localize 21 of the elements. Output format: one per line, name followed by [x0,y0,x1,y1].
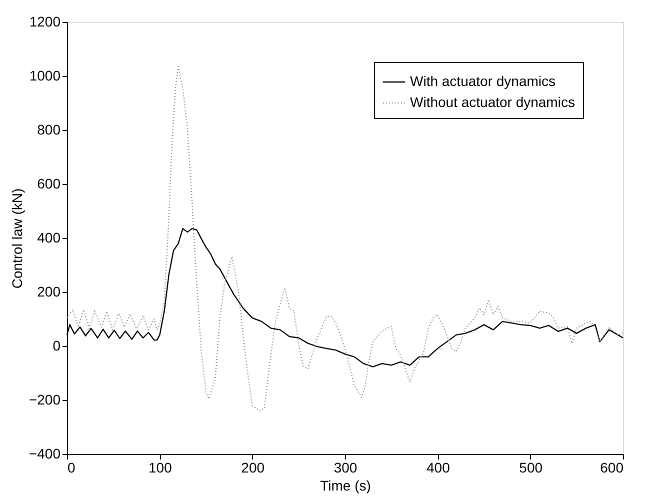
x-tick-label: 0 [68,460,76,476]
y-tick-label: 1000 [29,68,61,84]
y-tick-label: 600 [37,176,61,192]
y-tick-label: 200 [37,284,61,300]
y-tick-label: 0 [52,338,61,354]
y-tick-label: −400 [28,446,61,462]
x-tick-label: 400 [426,460,450,476]
y-axis-title: Control law (kN) [8,188,25,289]
y-tick-label: 1200 [29,14,61,30]
x-tick-label: 100 [148,460,172,476]
y-tick-label: 400 [37,230,61,246]
legend-label: Without actuator dynamics [410,94,575,110]
legend-label: With actuator dynamics [410,73,556,89]
x-tick-label: 600 [600,460,624,476]
x-tick-label: 300 [334,460,358,476]
x-tick-label: 200 [241,460,265,476]
line-series [66,66,624,412]
x-axis-title: Time (s) [320,478,371,494]
y-tick-label: −200 [28,392,61,408]
y-tick-label: 800 [37,122,61,138]
x-tick-label: 500 [519,460,543,476]
